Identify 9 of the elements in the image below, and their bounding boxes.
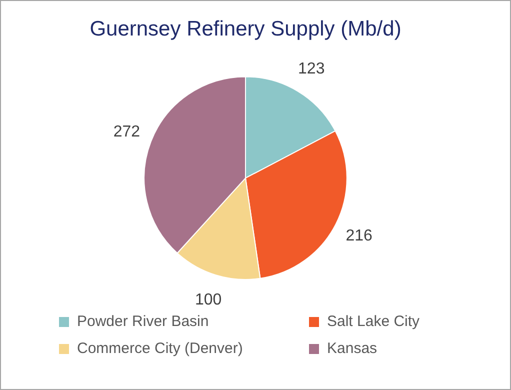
legend-label: Commerce City (Denver) — [77, 340, 243, 357]
legend-label: Powder River Basin — [77, 313, 209, 330]
data-label: 216 — [346, 227, 372, 244]
data-label: 272 — [113, 124, 140, 141]
chart-title: Guernsey Refinery Supply (Mb/d) — [90, 17, 402, 40]
legend-label: Salt Lake City — [327, 313, 420, 330]
data-label: 100 — [194, 291, 222, 308]
legend-label: Kansas — [327, 340, 378, 357]
data-label: 123 — [298, 60, 325, 78]
